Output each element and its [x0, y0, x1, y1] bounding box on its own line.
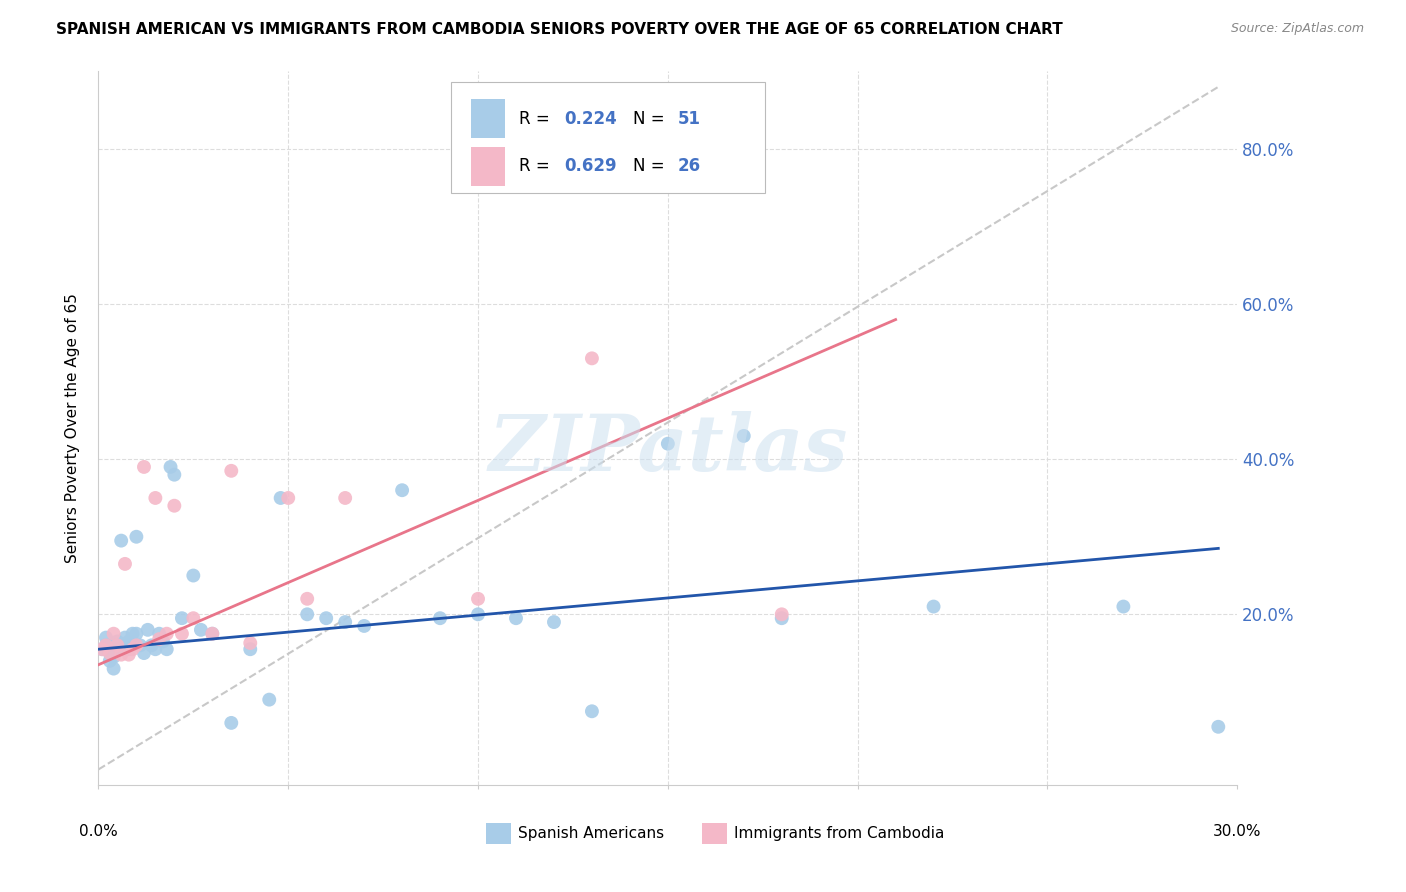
Text: 0.0%: 0.0% [79, 824, 118, 839]
Point [239, 636, 262, 650]
Point [297, 591, 319, 606]
Point [505, 611, 527, 625]
Point [201, 626, 224, 640]
Point [190, 623, 212, 637]
Point [170, 611, 193, 625]
Point [103, 626, 125, 640]
Text: SPANISH AMERICAN VS IMMIGRANTS FROM CAMBODIA SENIORS POVERTY OVER THE AGE OF 65 : SPANISH AMERICAN VS IMMIGRANTS FROM CAMB… [56, 22, 1063, 37]
Text: N =: N = [633, 110, 669, 128]
Point [148, 626, 170, 640]
Text: 0.224: 0.224 [564, 110, 617, 128]
Point [183, 611, 205, 625]
Point [103, 650, 125, 665]
FancyBboxPatch shape [471, 99, 505, 138]
Point [110, 533, 132, 548]
FancyBboxPatch shape [702, 822, 727, 844]
Point [922, 599, 945, 614]
Point [152, 634, 174, 648]
Text: 30.0%: 30.0% [1213, 824, 1261, 839]
Point [121, 642, 143, 657]
Text: 51: 51 [678, 110, 702, 128]
Point [136, 623, 159, 637]
Point [107, 642, 129, 657]
Point [221, 464, 243, 478]
Text: Spanish Americans: Spanish Americans [517, 826, 664, 841]
Point [125, 638, 148, 652]
Point [170, 626, 193, 640]
Point [110, 648, 132, 662]
Point [121, 626, 143, 640]
Point [114, 557, 136, 571]
Point [581, 351, 603, 366]
Point [1112, 599, 1135, 614]
Text: N =: N = [633, 157, 669, 176]
Point [98, 646, 121, 660]
Point [148, 632, 170, 647]
Point [125, 530, 148, 544]
Point [467, 591, 489, 606]
Text: Source: ZipAtlas.com: Source: ZipAtlas.com [1230, 22, 1364, 36]
Point [114, 638, 136, 652]
Point [141, 638, 163, 652]
Point [183, 568, 205, 582]
Point [543, 615, 565, 629]
Point [91, 642, 114, 657]
Text: ZIPatlas: ZIPatlas [488, 411, 848, 488]
Point [129, 638, 152, 652]
Point [114, 631, 136, 645]
Point [201, 626, 224, 640]
Point [118, 642, 141, 657]
Point [156, 626, 179, 640]
Point [770, 611, 793, 625]
Point [118, 648, 141, 662]
Point [145, 642, 167, 657]
Point [733, 429, 755, 443]
Point [159, 459, 181, 474]
Point [429, 611, 451, 625]
FancyBboxPatch shape [471, 146, 505, 186]
Point [221, 715, 243, 730]
Point [132, 646, 155, 660]
Text: 0.629: 0.629 [564, 157, 617, 176]
Point [581, 704, 603, 718]
Point [467, 607, 489, 622]
Point [1208, 720, 1230, 734]
Point [132, 459, 155, 474]
Point [94, 631, 117, 645]
Y-axis label: Seniors Poverty Over the Age of 65: Seniors Poverty Over the Age of 65 [65, 293, 80, 563]
Point [239, 642, 262, 657]
Point [118, 634, 141, 648]
Point [145, 491, 167, 505]
Point [353, 619, 375, 633]
FancyBboxPatch shape [485, 822, 510, 844]
Point [657, 436, 679, 450]
Point [107, 638, 129, 652]
Point [98, 646, 121, 660]
Text: R =: R = [519, 110, 554, 128]
Point [156, 642, 179, 657]
Point [107, 634, 129, 648]
Text: Immigrants from Cambodia: Immigrants from Cambodia [734, 826, 945, 841]
Point [125, 626, 148, 640]
Point [391, 483, 413, 498]
Point [259, 692, 281, 706]
Point [163, 499, 186, 513]
Point [315, 611, 337, 625]
Point [91, 642, 114, 657]
Point [163, 467, 186, 482]
Point [335, 491, 357, 505]
Point [277, 491, 299, 505]
Point [770, 607, 793, 622]
FancyBboxPatch shape [451, 82, 765, 193]
Text: 26: 26 [678, 157, 702, 176]
Point [94, 638, 117, 652]
Point [103, 662, 125, 676]
Point [270, 491, 292, 505]
Point [98, 654, 121, 668]
Point [335, 615, 357, 629]
Point [94, 638, 117, 652]
Point [297, 607, 319, 622]
Text: R =: R = [519, 157, 554, 176]
